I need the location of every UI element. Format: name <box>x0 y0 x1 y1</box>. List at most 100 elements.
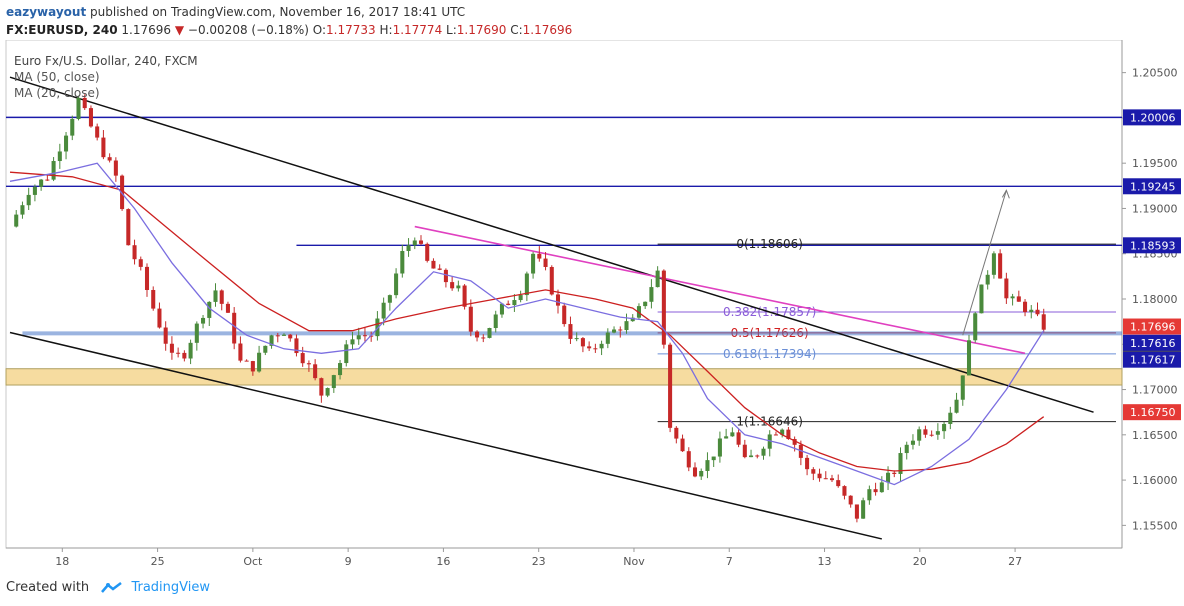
candle-body[interactable] <box>250 361 255 372</box>
price-tag[interactable] <box>1123 318 1181 335</box>
candle-body[interactable] <box>817 473 822 479</box>
candle-body[interactable] <box>792 439 797 445</box>
candle-body[interactable] <box>194 323 199 343</box>
candle-body[interactable] <box>842 486 847 496</box>
candle-body[interactable] <box>144 266 150 290</box>
candle-body[interactable] <box>680 438 685 452</box>
magenta-trend-line[interactable] <box>414 225 1026 355</box>
candle-body[interactable] <box>493 314 498 329</box>
candle-body[interactable] <box>406 245 411 252</box>
candle-body[interactable] <box>138 259 143 267</box>
candle-body[interactable] <box>568 324 573 339</box>
candle-body[interactable] <box>929 434 934 436</box>
price-tag[interactable] <box>1123 404 1181 421</box>
candle-body[interactable] <box>948 412 953 424</box>
candle-body[interactable] <box>182 352 187 359</box>
candle-body[interactable] <box>829 478 835 481</box>
candle-body[interactable] <box>518 295 523 301</box>
candle-body[interactable] <box>1004 278 1009 299</box>
price-tag[interactable] <box>1123 351 1181 368</box>
candle-body[interactable] <box>64 135 69 152</box>
candle-body[interactable] <box>344 344 349 364</box>
candle-body[interactable] <box>705 460 710 471</box>
candle-body[interactable] <box>263 345 268 353</box>
candle-body[interactable] <box>244 360 249 362</box>
candle-body[interactable] <box>1035 309 1040 315</box>
candle-body[interactable] <box>879 482 884 493</box>
candle-body[interactable] <box>39 179 44 187</box>
candle-body[interactable] <box>942 423 947 432</box>
candle-body[interactable] <box>1029 309 1034 313</box>
candle-body[interactable] <box>867 489 872 501</box>
candle-body[interactable] <box>238 343 243 361</box>
candle-body[interactable] <box>605 332 610 344</box>
candle-body[interactable] <box>176 352 181 354</box>
candle-body[interactable] <box>188 342 193 359</box>
author-name[interactable]: eazywayout <box>6 5 87 19</box>
candle-body[interactable] <box>338 363 343 376</box>
candle-body[interactable] <box>1016 296 1021 302</box>
candle-body[interactable] <box>873 489 878 493</box>
candle-body[interactable] <box>431 260 436 269</box>
candle-body[interactable] <box>26 194 31 206</box>
candle-body[interactable] <box>655 270 660 288</box>
candle-body[interactable] <box>612 329 617 333</box>
candle-body[interactable] <box>213 290 218 302</box>
candle-body[interactable] <box>892 472 897 474</box>
candle-body[interactable] <box>82 97 87 109</box>
candle-body[interactable] <box>288 334 293 339</box>
candle-body[interactable] <box>107 157 112 161</box>
candle-body[interactable] <box>319 378 324 396</box>
candle-body[interactable] <box>805 457 810 470</box>
candle-body[interactable] <box>549 266 554 295</box>
candle-body[interactable] <box>966 340 972 376</box>
candle-body[interactable] <box>425 243 430 261</box>
candle-body[interactable] <box>848 495 853 505</box>
candle-body[interactable] <box>225 303 230 313</box>
moving-average-line[interactable] <box>9 162 1045 486</box>
candle-body[interactable] <box>151 289 156 309</box>
candle-body[interactable] <box>780 429 785 435</box>
candle-body[interactable] <box>904 444 909 454</box>
candle-body[interactable] <box>724 436 729 439</box>
candle-body[interactable] <box>306 363 311 365</box>
upper-trend-line[interactable] <box>9 76 1094 413</box>
candle-body[interactable] <box>313 364 318 379</box>
candle-body[interactable] <box>991 253 996 275</box>
price-chart[interactable]: 1.205001.200001.195001.190001.185001.180… <box>0 40 1184 574</box>
candle-body[interactable] <box>356 335 361 340</box>
moving-average-line[interactable] <box>9 171 1045 472</box>
price-tag[interactable] <box>1123 178 1181 195</box>
candle-body[interactable] <box>331 375 336 389</box>
candle-body[interactable] <box>736 432 741 445</box>
candle-body[interactable] <box>524 273 529 296</box>
candle-body[interactable] <box>742 444 747 458</box>
candle-body[interactable] <box>487 328 492 338</box>
candle-body[interactable] <box>57 151 62 162</box>
candle-body[interactable] <box>32 186 37 195</box>
candle-body[interactable] <box>773 434 778 436</box>
candle-body[interactable] <box>749 455 754 458</box>
candle-body[interactable] <box>269 335 274 346</box>
candle-body[interactable] <box>499 303 504 315</box>
candle-body[interactable] <box>531 253 536 274</box>
candle-body[interactable] <box>599 343 604 349</box>
candle-body[interactable] <box>70 119 75 136</box>
candle-body[interactable] <box>686 451 691 468</box>
candle-body[interactable] <box>985 274 990 285</box>
candle-body[interactable] <box>960 375 965 400</box>
candle-body[interactable] <box>979 284 984 314</box>
candle-body[interactable] <box>898 453 903 474</box>
support-zone[interactable] <box>5 368 1123 386</box>
candle-body[interactable] <box>923 429 928 435</box>
candle-body[interactable] <box>169 343 174 353</box>
candle-body[interactable] <box>537 253 542 259</box>
candle-body[interactable] <box>630 317 635 322</box>
candle-body[interactable] <box>1041 314 1046 330</box>
candle-body[interactable] <box>275 335 280 337</box>
candle-body[interactable] <box>456 285 461 289</box>
candle-body[interactable] <box>998 253 1003 279</box>
candle-body[interactable] <box>475 331 480 338</box>
candle-body[interactable] <box>443 269 448 283</box>
price-tag[interactable] <box>1123 237 1181 254</box>
